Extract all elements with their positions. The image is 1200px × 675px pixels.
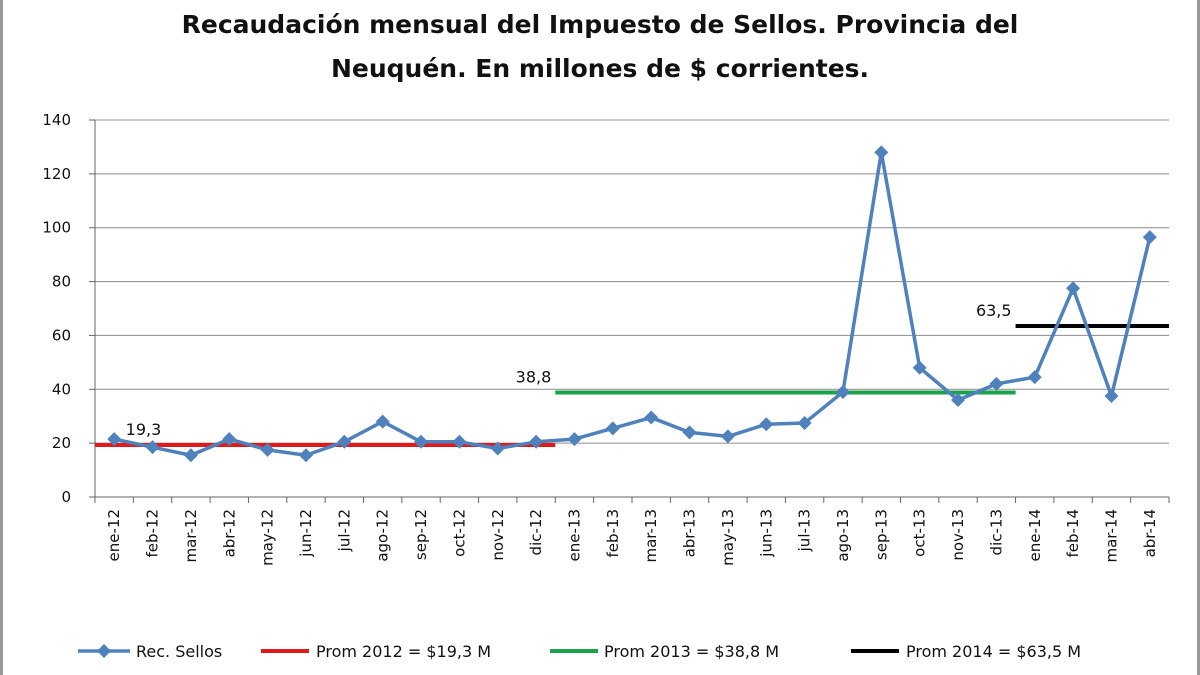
y-tick-label: 120 xyxy=(42,165,71,183)
x-tick-label: jul-13 xyxy=(796,509,814,552)
x-tick-label: ene-13 xyxy=(565,509,583,561)
data-point xyxy=(145,440,160,455)
x-axis-ticks: ene-12 feb-12 mar-12 abr-12 may-12 jun-12 jul-… xyxy=(94,497,1170,566)
average-label: 63,5 xyxy=(976,301,1012,320)
x-tick-label: dic-13 xyxy=(987,509,1005,555)
y-tick-label: 40 xyxy=(52,380,71,398)
data-point xyxy=(835,384,850,399)
x-tick-label: jun-12 xyxy=(297,509,315,558)
data-point xyxy=(644,410,659,425)
x-tick-label: dic-12 xyxy=(527,509,545,555)
chart-title: Recaudación mensual del Impuesto de Sell… xyxy=(182,10,1019,83)
data-point xyxy=(298,448,313,463)
legend-label: Prom 2012 = $19,3 M xyxy=(316,642,491,661)
chart-title-line-1: Recaudación mensual del Impuesto de Sell… xyxy=(182,10,1019,39)
data-point xyxy=(337,434,352,449)
data-point xyxy=(375,414,390,429)
y-tick-label: 20 xyxy=(52,434,71,452)
line-chart: Recaudación mensual del Impuesto de Sell… xyxy=(42,10,1170,661)
data-point xyxy=(759,417,774,432)
data-point xyxy=(183,448,198,463)
x-tick-label: ago-12 xyxy=(374,509,392,562)
legend-label: Rec. Sellos xyxy=(136,642,222,661)
legend: Rec. Sellos Prom 2012 = $19,3 M Prom 2013 … xyxy=(78,642,1081,661)
y-tick-label: 100 xyxy=(42,219,71,237)
x-tick-label: feb-14 xyxy=(1064,509,1082,558)
data-point xyxy=(797,415,812,430)
x-tick-label: jun-13 xyxy=(757,509,775,558)
data-point xyxy=(874,145,889,160)
average-label: 19,3 xyxy=(126,420,162,439)
x-tick-label: sep-12 xyxy=(412,509,430,560)
y-tick-label: 140 xyxy=(42,111,71,129)
data-point xyxy=(529,434,544,449)
data-point xyxy=(260,442,275,457)
x-tick-label: ene-14 xyxy=(1026,509,1044,561)
data-point xyxy=(107,432,122,447)
data-point xyxy=(912,360,927,375)
x-tick-label: feb-13 xyxy=(604,509,622,558)
data-point xyxy=(951,393,966,408)
x-tick-label: mar-13 xyxy=(642,509,660,563)
data-point xyxy=(414,434,429,449)
x-tick-label: jul-12 xyxy=(335,509,353,552)
x-tick-label: mar-14 xyxy=(1102,509,1120,563)
data-point xyxy=(1142,230,1157,245)
x-tick-label: nov-13 xyxy=(949,509,967,561)
grid xyxy=(95,119,1169,444)
y-tick-label: 0 xyxy=(61,488,71,506)
x-tick-label: feb-12 xyxy=(144,509,162,558)
x-tick-label: abr-12 xyxy=(220,509,238,557)
data-point xyxy=(682,425,697,440)
x-tick-label: ene-12 xyxy=(105,509,123,561)
legend-label: Prom 2014 = $63,5 M xyxy=(906,642,1081,661)
x-tick-label: ago-13 xyxy=(834,509,852,562)
x-tick-label: abr-13 xyxy=(681,509,699,557)
data-point xyxy=(605,421,620,436)
average-label: 38,8 xyxy=(516,368,552,387)
data-point xyxy=(567,432,582,447)
x-tick-label: oct-12 xyxy=(450,509,468,557)
y-tick-label: 80 xyxy=(52,273,71,291)
x-tick-label: may-12 xyxy=(259,509,277,566)
x-tick-label: may-13 xyxy=(719,509,737,566)
y-axis-ticks: 0 20 40 60 80 100 120 140 xyxy=(42,111,95,506)
data-point xyxy=(222,432,237,447)
x-tick-label: abr-14 xyxy=(1141,509,1159,557)
data-point xyxy=(1104,389,1119,404)
data-point xyxy=(1027,370,1042,385)
x-tick-label: mar-12 xyxy=(182,509,200,563)
x-tick-label: sep-13 xyxy=(872,509,890,560)
series-line xyxy=(113,150,1152,458)
series-rec-sellos xyxy=(107,145,1157,463)
x-tick-label: nov-12 xyxy=(489,509,507,561)
y-tick-label: 60 xyxy=(52,326,71,344)
chart-title-line-2: Neuquén. En millones de $ corrientes. xyxy=(331,54,869,83)
data-point xyxy=(720,429,735,444)
data-point xyxy=(1066,281,1081,296)
legend-swatch-marker xyxy=(97,644,111,658)
data-point xyxy=(452,434,467,449)
legend-label: Prom 2013 = $38,8 M xyxy=(604,642,779,661)
x-tick-label: oct-13 xyxy=(911,509,929,557)
data-point xyxy=(989,376,1004,391)
data-point xyxy=(490,441,505,456)
